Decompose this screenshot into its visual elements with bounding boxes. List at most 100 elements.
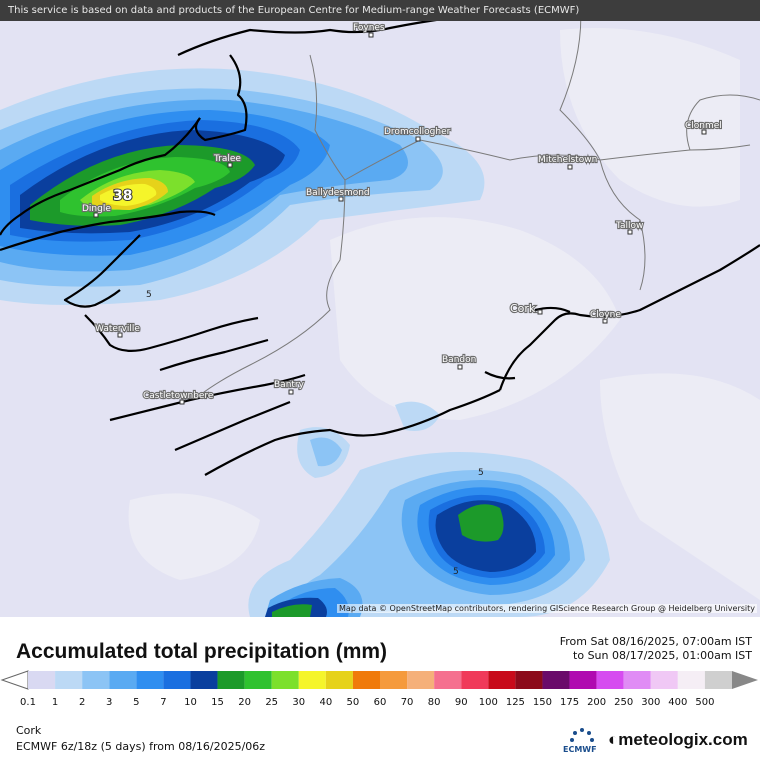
scale-color-cell [407,671,435,689]
scale-tick-label: 175 [559,697,580,708]
place-marker [627,229,633,235]
brand-text: meteologix.com [618,730,748,749]
scale-color-cell [488,671,516,689]
scale-color-cell [704,671,732,689]
place-marker [93,212,99,218]
place-marker [701,129,707,135]
scale-color-cell [623,671,651,689]
place-label-tralee: Tralee [213,154,241,164]
scale-color-cell [461,671,489,689]
scale-tick-label: 5 [133,697,140,708]
legend-title: Accumulated total precipitation (mm) [16,640,388,663]
scale-tick-label: 3 [106,697,113,708]
ecmwf-logo-text: ECMWF [563,745,597,754]
place-label-dromcollogher: Dromcollogher [384,127,451,137]
place-label-bantry: Bantry [274,380,305,390]
map-attribution: Map data © OpenStreetMap contributors, r… [337,604,757,613]
scale-tick-label: 50 [346,697,360,708]
place-marker [368,32,374,38]
scale-tick-label: 70 [400,697,414,708]
scale-tick-label: 15 [211,697,224,708]
place-label-bandon: Bandon [442,355,476,365]
place-marker [602,318,608,324]
scale-color-cell [244,671,272,689]
place-label-cloyne: Cloyne [590,310,621,320]
scale-color-cell [352,671,380,689]
scale-color-cell [434,671,462,689]
place-markers: Foynes Dromcollogher Clonmel Tralee Mitc… [81,22,723,405]
scale-color-cell [298,671,326,689]
color-scale-bar [0,670,758,690]
contour-label: 5 [146,290,152,300]
scale-color-cell [380,671,408,689]
scale-color-cell [515,671,543,689]
color-scale-cells [0,670,758,690]
max-value-label: 38 [113,188,132,204]
place-label-cork: Cork [510,302,536,315]
scale-color-cell [28,671,56,689]
scale-tick-label: 0.1 [20,697,36,708]
scale-tick-label: 400 [668,697,688,708]
valid-from: From Sat 08/16/2025, 07:00am IST [559,635,752,648]
ecmwf-logo [570,728,594,742]
place-label-dingle: Dingle [82,204,111,214]
scale-color-cell [542,671,570,689]
scale-tick-label: 80 [427,697,441,708]
scale-color-cell [650,671,678,689]
scale-color-cell [569,671,597,689]
scale-color-cell [163,671,191,689]
place-marker [338,196,344,202]
scale-tick-label: 100 [478,697,498,708]
place-marker [415,136,421,142]
scale-tick-label: 60 [373,697,387,708]
place-marker [457,364,463,370]
scale-tick-label: 150 [532,697,552,708]
scale-tick-label: 30 [292,697,306,708]
county-borders [199,0,760,396]
scale-tick-label: 1 [51,697,59,708]
place-label-mitchelstown: Mitchelstown [538,155,597,165]
color-scale-ticks: 0.1 1 2 3 5 7 10 15 20 25 30 40 50 60 70 80 90 100 125 150 1… [0,697,760,711]
precipitation-map[interactable]: 5 5 5 38 Foynes Dromcollogher Clonmel Tr… [0,0,760,617]
scale-arrow-left [0,670,29,690]
contour-label: 5 [478,468,484,478]
scale-tick-label: 25 [265,697,279,708]
scale-color-cell [55,671,83,689]
place-marker [537,309,543,315]
scale-color-cell [190,671,218,689]
place-label-clonmel: Clonmel [685,121,722,131]
scale-tick-label: 20 [238,697,251,708]
ecmwf-notice-banner: This service is based on data and produc… [0,0,760,21]
scale-tick-label: 90 [454,697,468,708]
place-marker [227,162,233,168]
scale-color-cell [109,671,137,689]
meteologix-brand[interactable]: ◐meteologix.com [608,730,748,750]
scale-color-cell [217,671,245,689]
place-marker [117,332,123,338]
scale-color-cell [325,671,353,689]
coastline [0,16,760,476]
scale-tick-label: 300 [641,697,661,708]
model-run-label: ECMWF 6z/18z (5 days) from 08/16/2025/06… [16,740,266,753]
scale-tick-label: 40 [319,697,333,708]
scale-tick-label: 500 [695,697,715,708]
scale-color-cell [596,671,624,689]
scale-tick-label: 200 [587,697,607,708]
map-canvas: 5 5 5 38 Foynes Dromcollogher Clonmel Tr… [0,0,760,617]
valid-period: From Sat 08/16/2025, 07:00am IST to Sun … [560,635,752,663]
scale-tick-label: 7 [160,697,167,708]
scale-tick-label: 250 [614,697,634,708]
place-marker [179,399,185,405]
scale-color-cell [677,671,705,689]
place-label-ballydesmond: Ballydesmond [306,188,370,198]
contour-label: 5 [453,567,459,577]
place-label-tallow: Tallow [615,221,643,231]
place-label-waterville: Waterville [95,324,140,334]
dry-patches [128,28,760,600]
place-marker [288,389,294,395]
place-label-foynes: Foynes [353,23,385,33]
scale-tick-label: 10 [184,697,197,708]
scale-tick-label: 2 [78,697,86,708]
place-label-castletownbere: Castletownbere [143,391,214,401]
brand-icon: ◐ [608,730,619,749]
